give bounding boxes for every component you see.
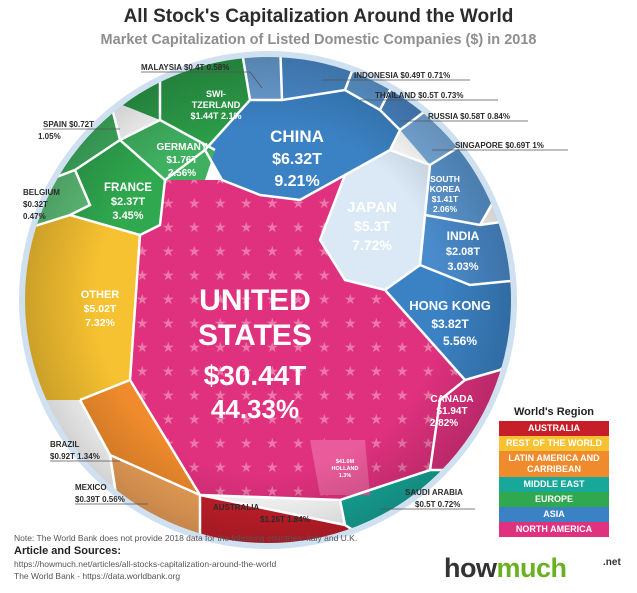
label-canada-1: CANADA <box>430 394 473 405</box>
footer-note: Note: The World Bank does not provide 20… <box>14 533 358 543</box>
sphere-shade <box>22 54 514 546</box>
label-switzerland-3: $1.44T 2.1% <box>190 111 241 121</box>
label-singapore: SINGAPORE $0.69T 1% <box>455 141 544 150</box>
label-holland-3: 1.3% <box>339 473 352 479</box>
legend: World's Region AUSTRALIA REST OF THE WOR… <box>499 406 609 537</box>
legend-item-rest-of-the-world: REST OF THE WORLD <box>499 436 609 451</box>
legend-item-north-america: NORTH AMERICA <box>499 522 609 537</box>
label-indonesia: INDONESIA $0.49T 0.71% <box>354 71 450 80</box>
label-india-3: 3.03% <box>447 261 478 273</box>
label-japan-2: $5.3T <box>354 218 390 234</box>
label-united-states-2: STATES <box>198 319 312 352</box>
label-australia-2: $1.26T 1.84% <box>260 515 310 524</box>
label-south-korea-2: KOREA <box>430 184 461 194</box>
label-brazil-2: $0.92T 1.34% <box>50 452 100 461</box>
label-spain-2: 1.05% <box>38 132 61 141</box>
label-united-states-4: 44.33% <box>211 394 299 424</box>
legend-item-latin-america: LATIN AMERICA AND CARRIBEAN <box>499 451 609 477</box>
label-hong-kong-1: HONG KONG <box>409 298 491 313</box>
label-other-3: 7.32% <box>85 317 115 329</box>
label-germany-2: $1.76T <box>166 155 197 166</box>
label-belgium-1: BELGIUM <box>23 188 60 197</box>
label-france-2: $2.37T <box>111 196 146 208</box>
legend-item-europe: EUROPE <box>499 492 609 507</box>
legend-item-middle-east: MIDDLE EAST <box>499 477 609 492</box>
label-hong-kong-3: 5.56% <box>443 334 477 348</box>
label-australia-1: AUSTRALIA <box>213 503 259 512</box>
label-japan-3: 7.72% <box>352 237 392 253</box>
label-mexico-2: $0.39T 0.56% <box>75 495 125 504</box>
logo-net: .net <box>603 557 621 568</box>
label-other-1: OTHER <box>81 289 120 301</box>
legend-title: World's Region <box>513 406 595 418</box>
label-malaysia: MALAYSIA $0.4T 0.58% <box>141 63 229 72</box>
label-mexico-1: MEXICO <box>75 483 107 492</box>
sources-title: Article and Sources: <box>14 545 121 557</box>
label-china-2: $6.32T <box>272 151 322 168</box>
chart-title: All Stock's Capitalization Around the Wo… <box>123 6 514 27</box>
label-canada-2: $1.94T <box>436 406 467 417</box>
label-south-korea-4: 2.06% <box>433 204 458 214</box>
label-other-2: $5.02T <box>84 303 117 315</box>
label-germany-1: GERMANY <box>156 142 207 153</box>
label-holland-1: $41.0M <box>336 459 355 465</box>
label-germany-3: 2.56% <box>168 168 196 179</box>
logo-much: much <box>496 553 568 583</box>
label-south-korea-1: SOUTH <box>430 174 460 184</box>
label-switzerland-2: TZERLAND <box>192 100 241 110</box>
label-switzerland-1: SWI- <box>206 89 226 99</box>
source-link-worldbank[interactable]: The World Bank - https://data.worldbank.… <box>14 571 181 581</box>
legend-item-asia: ASIA <box>499 507 609 522</box>
label-spain-1: SPAIN $0.72T <box>43 120 94 129</box>
label-belgium-2: $0.32T <box>23 200 48 209</box>
chart-subtitle: Market Capitalization of Listed Domestic… <box>100 32 537 48</box>
legend-item-australia: AUSTRALIA <box>499 421 609 436</box>
label-india-2: $2.08T <box>446 246 481 258</box>
label-india-1: INDIA <box>447 229 480 243</box>
label-saudi-arabia-2: $0.5T 0.72% <box>415 500 460 509</box>
label-china-1: CHINA <box>270 127 324 146</box>
label-russia: RUSSIA $0.58T 0.84% <box>428 112 510 121</box>
label-brazil-1: BRAZIL <box>50 440 79 449</box>
label-belgium-3: 0.47% <box>23 212 46 221</box>
label-united-states-1: UNITED <box>199 284 311 317</box>
howmuch-logo: howmuch <box>444 553 567 584</box>
label-south-korea-3: $1.41T <box>432 194 459 204</box>
label-china-3: 9.21% <box>274 173 319 190</box>
sphere-outline <box>19 51 517 549</box>
label-france-3: 3.45% <box>112 210 143 222</box>
label-france-1: FRANCE <box>104 182 152 194</box>
label-united-states-3: $30.44T <box>204 360 307 391</box>
label-canada-3: 2.82% <box>430 418 458 429</box>
label-hong-kong-2: $3.82T <box>431 317 469 331</box>
leader-malaysia <box>249 71 263 89</box>
label-thailand: THAILAND $0.5T 0.73% <box>375 91 463 100</box>
logo-how: how <box>444 553 497 583</box>
label-japan-1: JAPAN <box>347 199 397 216</box>
label-saudi-arabia-1: SAUDI ARABIA <box>405 488 463 497</box>
source-link-howmuch[interactable]: https://howmuch.net/articles/all-stocks-… <box>14 559 277 569</box>
label-holland-2: HOLLAND <box>332 466 359 472</box>
